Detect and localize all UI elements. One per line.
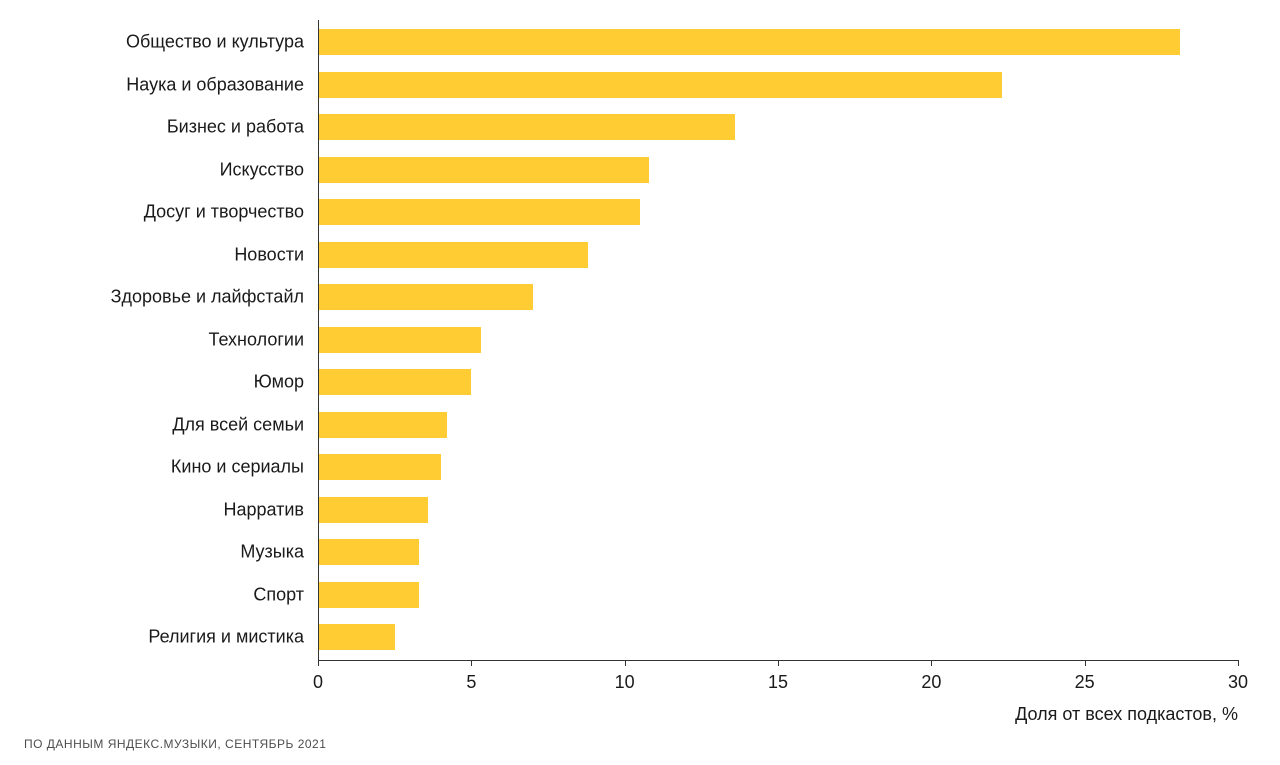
x-tick-label: 25: [1075, 672, 1095, 693]
bar: [318, 497, 428, 523]
x-tick-label: 0: [313, 672, 323, 693]
bar-row: Наука и образование: [318, 72, 1238, 98]
bar: [318, 72, 1002, 98]
bar-row: Общество и культура: [318, 29, 1238, 55]
bar-row: Музыка: [318, 539, 1238, 565]
bar-row: Досуг и творчество: [318, 199, 1238, 225]
x-tick-label: 15: [768, 672, 788, 693]
x-tick-label: 20: [921, 672, 941, 693]
bar: [318, 539, 419, 565]
bar-row: Бизнес и работа: [318, 114, 1238, 140]
bar: [318, 454, 441, 480]
bar: [318, 29, 1180, 55]
x-tick: [1238, 660, 1239, 666]
bar: [318, 369, 471, 395]
chart-container: Общество и культура Наука и образование Би…: [0, 0, 1280, 765]
bar-row: Технологии: [318, 327, 1238, 353]
bar-row: Спорт: [318, 582, 1238, 608]
bar-row: Юмор: [318, 369, 1238, 395]
bar-row: Нарратив: [318, 497, 1238, 523]
source-footnote: ПО ДАННЫМ ЯНДЕКС.МУЗЫКИ, СЕНТЯБРЬ 2021: [24, 737, 326, 751]
x-tick: [471, 660, 472, 666]
bar: [318, 199, 640, 225]
bar-row: Кино и сериалы: [318, 454, 1238, 480]
category-label: Новости: [6, 244, 304, 265]
bar-row: Для всей семьи: [318, 412, 1238, 438]
bar: [318, 582, 419, 608]
bar-row: Здоровье и лайфстайл: [318, 284, 1238, 310]
x-axis-title: Доля от всех подкастов, %: [1015, 704, 1238, 725]
bar: [318, 327, 481, 353]
category-label: Бизнес и работа: [6, 117, 304, 138]
category-label: Спорт: [6, 584, 304, 605]
bar: [318, 114, 735, 140]
category-label: Технологии: [6, 329, 304, 350]
bar-row: Новости: [318, 242, 1238, 268]
bar: [318, 242, 588, 268]
x-tick: [931, 660, 932, 666]
bar: [318, 412, 447, 438]
x-tick-label: 5: [466, 672, 476, 693]
category-label: Досуг и творчество: [6, 202, 304, 223]
bar: [318, 284, 533, 310]
bar-row: Искусство: [318, 157, 1238, 183]
category-label: Юмор: [6, 372, 304, 393]
x-tick-label: 10: [615, 672, 635, 693]
x-tick-label: 30: [1228, 672, 1248, 693]
category-label: Общество и культура: [6, 32, 304, 53]
x-tick: [625, 660, 626, 666]
bar-row: Религия и мистика: [318, 624, 1238, 650]
category-label: Религия и мистика: [6, 627, 304, 648]
bar: [318, 157, 649, 183]
category-label: Музыка: [6, 542, 304, 563]
x-tick: [318, 660, 319, 666]
category-label: Для всей семьи: [6, 414, 304, 435]
y-axis-line: [318, 20, 319, 660]
x-tick: [1085, 660, 1086, 666]
category-label: Наука и образование: [6, 74, 304, 95]
category-label: Здоровье и лайфстайл: [6, 287, 304, 308]
plot-area: Общество и культура Наука и образование Би…: [318, 20, 1238, 660]
bar: [318, 624, 395, 650]
x-tick: [778, 660, 779, 666]
category-label: Кино и сериалы: [6, 457, 304, 478]
category-label: Искусство: [6, 159, 304, 180]
category-label: Нарратив: [6, 499, 304, 520]
